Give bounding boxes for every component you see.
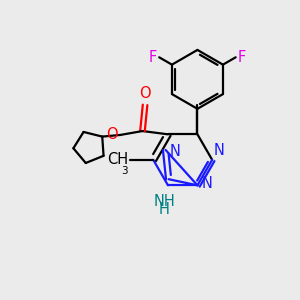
Text: O: O	[106, 128, 118, 142]
Text: NH: NH	[153, 194, 175, 209]
Text: H: H	[159, 202, 170, 217]
Text: O: O	[139, 86, 151, 101]
Text: CH: CH	[106, 152, 128, 167]
Text: 3: 3	[121, 166, 128, 176]
Text: N: N	[201, 176, 212, 191]
Text: N: N	[214, 143, 225, 158]
Text: N: N	[169, 144, 180, 159]
Text: F: F	[148, 50, 157, 65]
Text: F: F	[238, 50, 246, 65]
